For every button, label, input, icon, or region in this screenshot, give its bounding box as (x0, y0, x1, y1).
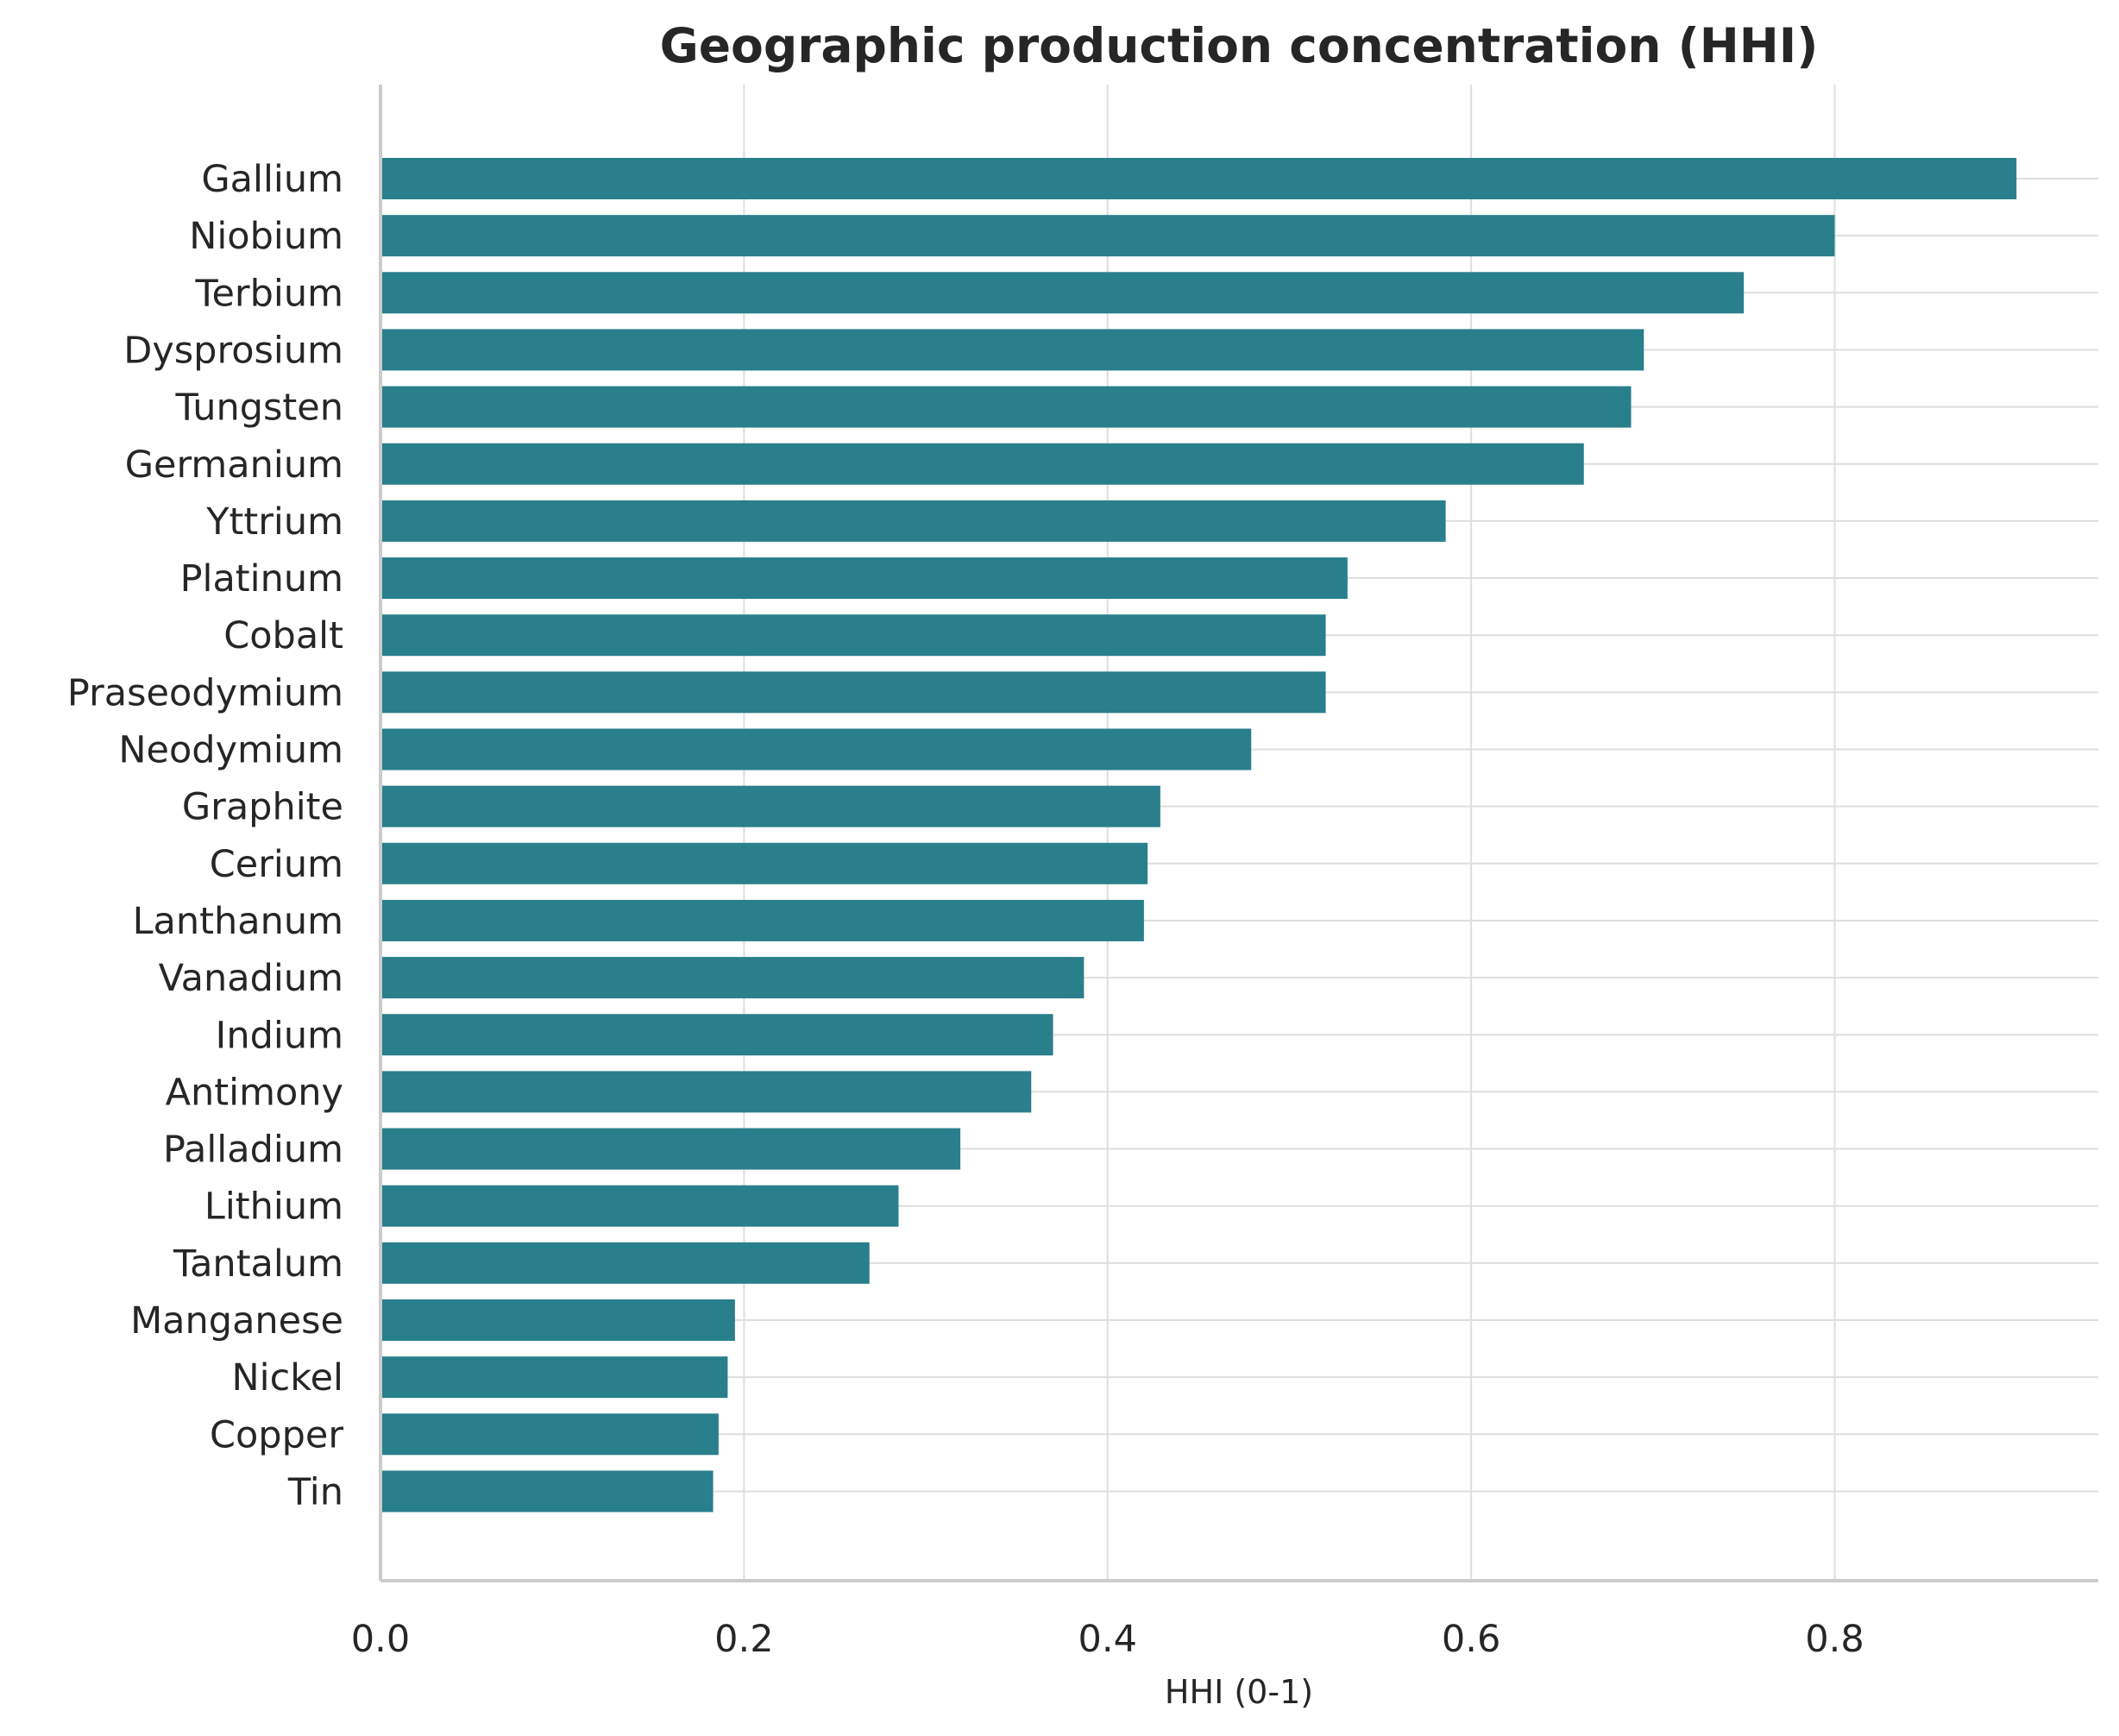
bar-praseodymium (380, 671, 1326, 714)
y-tick-label: Cobalt (223, 614, 343, 657)
bar-gallium (380, 158, 2017, 199)
x-axis-label: HHI (0-1) (1165, 1673, 1313, 1711)
y-tick-label: Lithium (204, 1186, 343, 1229)
bar-platinum (380, 557, 1348, 600)
y-tick-label: Manganese (130, 1299, 343, 1343)
y-tick-label: Germanium (125, 443, 343, 487)
bar-graphite (380, 785, 1160, 827)
bar-cobalt (380, 614, 1326, 657)
y-tick-label: Gallium (201, 158, 343, 201)
bar-tin (380, 1470, 714, 1513)
bar-lanthanum (380, 899, 1144, 941)
x-tick-label: 0.6 (1442, 1618, 1500, 1661)
bar-nickel (380, 1356, 728, 1399)
bar-vanadium (380, 957, 1085, 999)
y-tick-label: Copper (210, 1413, 343, 1456)
y-tick-label: Indium (216, 1014, 343, 1057)
y-tick-label: Palladium (163, 1129, 343, 1172)
bars (380, 158, 2017, 1513)
bar-manganese (380, 1299, 735, 1341)
y-tick-label: Cerium (210, 843, 343, 886)
y-tick-label: Platinum (180, 557, 343, 601)
bar-cerium (380, 842, 1148, 884)
bar-neodymium (380, 728, 1252, 771)
y-tick-label: Dysprosium (123, 329, 343, 372)
axes (379, 85, 2098, 1582)
y-tick-label: Vanadium (159, 957, 343, 1000)
bar-germanium (380, 443, 1584, 485)
x-tick-label: 0.4 (1078, 1618, 1137, 1661)
y-tick-label: Yttrium (205, 500, 343, 544)
bar-dysprosium (380, 329, 1644, 371)
x-tick-label: 0.8 (1805, 1618, 1864, 1661)
bar-copper (380, 1413, 719, 1456)
y-tick-label: Neodymium (118, 729, 343, 772)
x-tick-labels: 0.0 0.2 0.4 0.6 0.8 (351, 1618, 1864, 1661)
y-tick-label: Tin (287, 1470, 343, 1513)
y-tick-label: Antimony (166, 1071, 343, 1114)
bar-palladium (380, 1128, 961, 1170)
y-tick-label: Tungsten (174, 387, 343, 430)
x-tick-label: 0.0 (351, 1618, 410, 1661)
y-tick-label: Terbium (195, 272, 343, 315)
y-tick-label: Graphite (182, 786, 343, 829)
bar-tantalum (380, 1242, 870, 1284)
bar-yttrium (380, 500, 1446, 542)
y-tick-label: Tantalum (173, 1242, 343, 1286)
bar-antimony (380, 1071, 1032, 1113)
bar-indium (380, 1014, 1053, 1056)
y-tick-label: Lanthanum (133, 900, 343, 943)
bar-niobium (380, 215, 1835, 257)
bar-terbium (380, 272, 1745, 314)
x-tick-label: 0.2 (714, 1618, 773, 1661)
y-tick-label: Niobium (189, 215, 343, 258)
chart-title: Geographic production concentration (HHI… (660, 18, 1819, 73)
y-tick-label: Praseodymium (67, 671, 343, 714)
y-tick-labels: Gallium Niobium Terbium Dysprosium Tungsten G… (67, 158, 343, 1513)
bar-tungsten (380, 386, 1632, 428)
y-tick-label: Nickel (231, 1356, 343, 1399)
bar-lithium (380, 1185, 899, 1227)
